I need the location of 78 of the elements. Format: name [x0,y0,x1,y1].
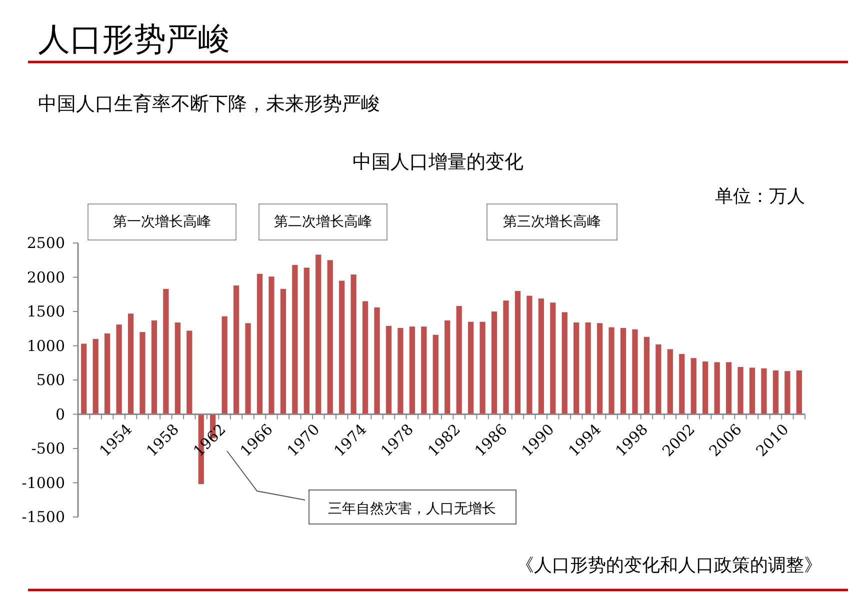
bar [526,296,532,414]
bar [632,329,638,414]
text: 单位：万人 [715,186,805,207]
bar [644,336,650,414]
bar [667,349,673,414]
bar [761,368,767,414]
bar [81,344,87,414]
bar [304,268,310,414]
bar [92,338,98,414]
bar [749,368,756,414]
bar [620,328,626,414]
text: 《人口形势的变化和人口政策的调整》 [516,555,822,576]
chart-title: 中国人口增量的变化 [352,151,524,173]
bar [596,323,603,414]
bar [116,324,122,414]
bar [163,288,169,414]
bar [339,280,345,414]
text: 第一次增长高峰 [113,214,211,230]
bar [316,254,322,414]
y-tick-label: -1500 [22,508,65,526]
bar [362,301,368,414]
bar [456,306,462,414]
y-tick-label: 2000 [26,268,65,286]
text: 人口形势严峻 [38,20,230,58]
bar [772,370,778,414]
bar [550,302,556,414]
bar [140,332,146,414]
y-tick-label: 0 [55,405,65,424]
bar [104,333,110,414]
bar [245,323,251,414]
y-tick-label: -1000 [22,474,65,492]
bar [656,344,662,414]
bar [538,298,544,414]
bar [714,362,720,414]
bar [444,320,450,414]
bar [327,260,333,414]
bar [738,366,744,414]
bar [608,327,614,414]
bar [151,320,158,414]
bar [679,354,685,414]
bar [468,322,474,414]
bar [233,285,240,414]
bar [398,328,404,414]
bar [256,274,263,414]
bar [702,362,708,414]
y-tick-label: 1000 [26,336,65,355]
bar [268,276,274,414]
bar [784,371,790,414]
bar [374,307,380,414]
bar [585,322,591,414]
text: 第二次增长高峰 [274,214,372,230]
bar [222,316,228,414]
y-tick-label: -500 [31,440,65,458]
text: 中国人口生育率不断下降，未来形势严峻 [38,93,380,115]
bar [421,326,427,414]
bar [503,300,509,414]
y-tick-label: 1500 [26,302,65,320]
bar [128,314,134,414]
bar [292,264,298,414]
y-tick-label: 500 [36,371,65,389]
bar [280,288,286,414]
bar [432,334,438,414]
bar [796,370,802,414]
bar [174,322,180,414]
bar [562,312,568,414]
text: 第三次增长高峰 [503,214,601,230]
bar [186,330,192,414]
bar [386,326,392,414]
bar [491,312,498,414]
y-tick-label: 2500 [26,234,65,252]
bar [690,358,696,414]
bar [514,290,521,414]
annotation: 三年自然灾害，人口无增长 [328,501,496,517]
bar [574,322,580,414]
bar [480,322,486,414]
bar [409,326,415,414]
bar [350,274,356,414]
bar [726,362,732,414]
